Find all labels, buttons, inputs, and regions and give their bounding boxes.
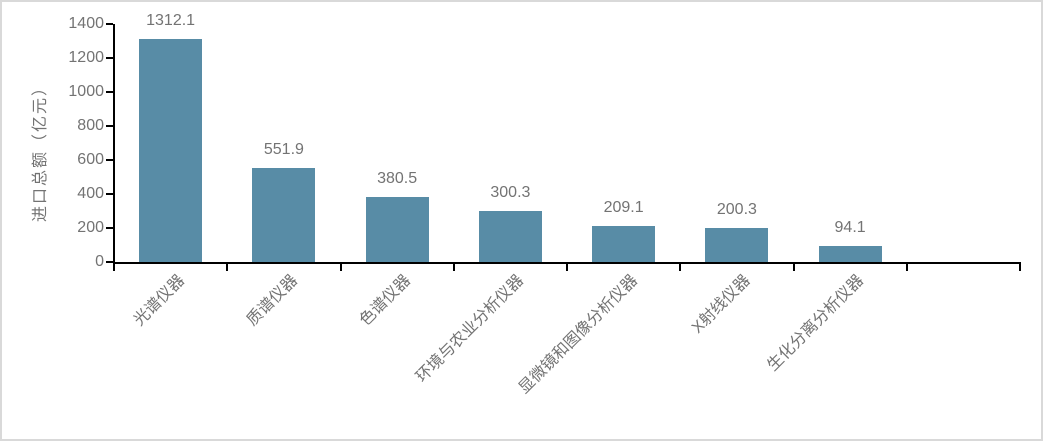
bar-value-label: 380.5 (377, 170, 418, 187)
bar (252, 168, 316, 262)
y-axis-tick-label: 800 (77, 117, 104, 134)
y-axis-tick (106, 91, 113, 93)
x-axis-tick (226, 262, 229, 271)
x-axis-category-label: 光谱仪器 (130, 272, 188, 330)
x-axis-tick (679, 262, 682, 271)
y-axis-line (113, 24, 115, 264)
bar-value-label: 300.3 (490, 184, 531, 201)
x-axis-tick (792, 262, 795, 271)
y-axis-tick-label: 0 (95, 253, 104, 270)
y-axis-tick-label: 1000 (68, 83, 104, 100)
x-axis-category-label: X射线仪器 (689, 272, 754, 337)
x-axis-category-label: 质谱仪器 (243, 272, 301, 330)
y-axis-tick (106, 23, 113, 25)
x-axis-category-label: 显微镜和图像分析仪器 (515, 272, 641, 398)
y-axis-tick (106, 125, 113, 127)
bar (365, 197, 429, 262)
x-axis-tick (1019, 262, 1021, 271)
bar (139, 39, 203, 262)
x-axis-category-label: 生化分离分析仪器 (764, 272, 868, 375)
y-axis-tick-label: 1400 (68, 15, 104, 32)
y-axis-tick-label: 400 (77, 185, 104, 202)
bar-value-label: 209.1 (603, 199, 644, 216)
bar-value-label: 200.3 (716, 201, 757, 218)
bar (592, 226, 656, 262)
x-axis-category-label: 环境与农业分析仪器 (413, 272, 528, 386)
bar (705, 228, 769, 262)
x-axis-tick (566, 262, 568, 271)
y-axis-tick (106, 193, 113, 195)
bar (818, 246, 882, 262)
y-axis-tick (106, 57, 113, 59)
x-axis-tick (113, 262, 115, 271)
y-axis-tick-label: 1200 (68, 49, 104, 66)
y-axis-tick (106, 159, 113, 161)
bar (478, 211, 542, 262)
x-axis-tick (452, 262, 455, 271)
y-axis-tick (106, 227, 113, 229)
bar-value-label: 94.1 (834, 219, 866, 236)
x-axis-tick (339, 262, 342, 271)
y-axis-tick-label: 200 (77, 219, 104, 236)
bar-value-label: 551.9 (263, 141, 304, 158)
x-axis-category-label: 色谱仪器 (356, 272, 415, 330)
x-axis-tick (905, 262, 908, 271)
y-axis-tick-label: 600 (77, 151, 104, 168)
bar-value-label: 1312.1 (146, 12, 196, 29)
y-axis-tick (106, 261, 113, 263)
